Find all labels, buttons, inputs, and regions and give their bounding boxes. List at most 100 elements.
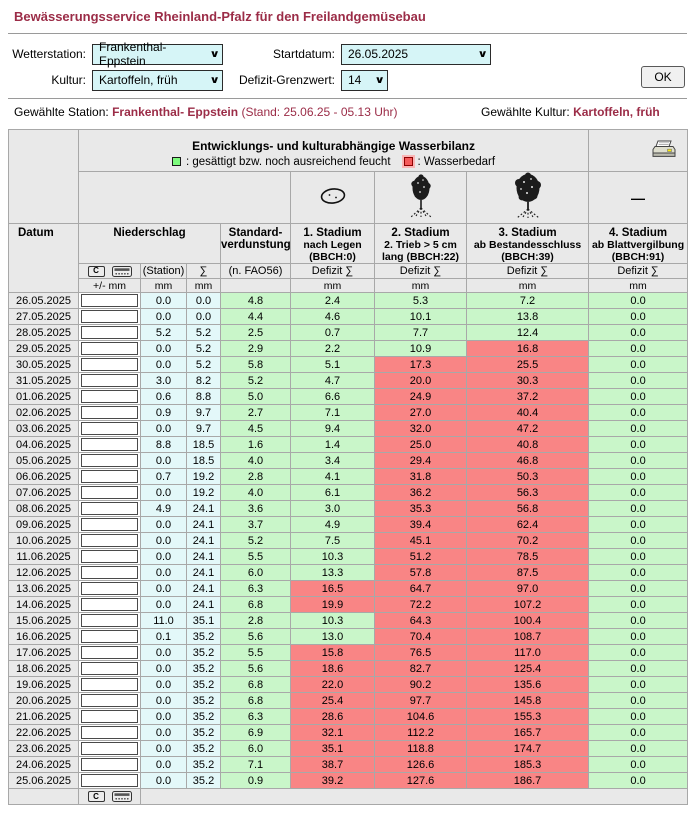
precip-input[interactable]: [81, 694, 138, 707]
precip-input[interactable]: [81, 406, 138, 419]
unit-mm: mm: [140, 278, 187, 293]
keypad-icon[interactable]: [111, 791, 132, 802]
stadium3-deficit: 56.8: [465, 500, 590, 517]
stadium4-deficit: 0.0: [588, 596, 689, 613]
printer-icon[interactable]: [652, 140, 676, 162]
col-header-datum: Datum: [8, 223, 79, 293]
stadium4-deficit: 0.0: [588, 628, 689, 645]
stadium4-dash: —: [588, 171, 689, 224]
precip-input[interactable]: [81, 582, 138, 595]
keypad-icon[interactable]: [111, 265, 132, 277]
precip-sum-value: 8.2: [186, 372, 221, 389]
chevron-down-icon: ∨: [209, 48, 220, 60]
stadium1-deficit: 7.5: [290, 532, 375, 549]
subheader-defizit-3: Defizit ∑: [465, 263, 590, 279]
precip-input[interactable]: [81, 326, 138, 339]
precip-input[interactable]: [81, 454, 138, 467]
station-precip-value: 0.0: [140, 772, 187, 789]
precip-input[interactable]: [81, 374, 138, 387]
stadium2-deficit: 104.6: [374, 708, 467, 725]
precip-input[interactable]: [81, 646, 138, 659]
stadium3-deficit: 185.3: [465, 756, 590, 773]
stadium4-deficit: 0.0: [588, 388, 689, 405]
precip-sum-value: 5.2: [186, 324, 221, 341]
stadium1-deficit: 18.6: [290, 660, 375, 677]
table-row: 12.06.2025 0.0 24.1 6.0 13.3 57.8 87.5 0.0: [8, 564, 689, 581]
precip-input[interactable]: [81, 710, 138, 723]
precip-input[interactable]: [81, 758, 138, 771]
table-row: 23.06.2025 0.0 35.2 6.0 35.1 118.8 174.7 0.0: [8, 740, 689, 757]
precip-input[interactable]: [81, 742, 138, 755]
wetterstation-select[interactable]: Frankenthal- Eppstein ∨: [92, 40, 223, 68]
precip-input[interactable]: [81, 678, 138, 691]
stadium4-deficit: 0.0: [588, 356, 689, 373]
date-cell: 21.06.2025: [8, 708, 79, 725]
unit-mm: mm: [290, 278, 375, 293]
col-header-stadium4: 4. Stadium ab Blattvergilbung (BBCH:91): [588, 223, 689, 264]
stadium3-deficit: 78.5: [465, 548, 590, 565]
ok-button[interactable]: OK: [641, 66, 685, 88]
date-cell: 24.06.2025: [8, 756, 79, 773]
stadium3-deficit: 62.4: [465, 516, 590, 533]
clear-input-button[interactable]: C: [87, 791, 105, 802]
station-precip-value: 8.8: [140, 436, 187, 453]
precip-input[interactable]: [81, 630, 138, 643]
kultur-select[interactable]: Kartoffeln, früh ∨: [92, 69, 223, 91]
precip-input[interactable]: [81, 518, 138, 531]
precip-input[interactable]: [81, 726, 138, 739]
precip-input[interactable]: [81, 342, 138, 355]
precip-input[interactable]: [81, 774, 138, 787]
stadium3-deficit: 100.4: [465, 612, 590, 629]
stadium3-deficit: 13.8: [465, 308, 590, 325]
precip-input[interactable]: [81, 470, 138, 483]
stadium3-deficit: 165.7: [465, 724, 590, 741]
stadium1-deficit: 3.4: [290, 452, 375, 469]
precip-input[interactable]: [81, 390, 138, 403]
stadium4-deficit: 0.0: [588, 452, 689, 469]
precip-sum-value: 19.2: [186, 484, 221, 501]
precip-sum-value: 35.2: [186, 756, 221, 773]
precip-input[interactable]: [81, 438, 138, 451]
stadium4-deficit: 0.0: [588, 548, 689, 565]
date-cell: 08.06.2025: [8, 500, 79, 517]
clear-input-button[interactable]: C: [87, 265, 105, 277]
precip-input[interactable]: [81, 614, 138, 627]
precip-input[interactable]: [81, 486, 138, 499]
precip-input[interactable]: [81, 550, 138, 563]
table-row: 20.06.2025 0.0 35.2 6.8 25.4 97.7 145.8 0.0: [8, 692, 689, 709]
precip-input-cell: [78, 452, 141, 469]
station-precip-value: 0.0: [140, 564, 187, 581]
stadium2-deficit: 76.5: [374, 644, 467, 661]
stadium3-deficit: 25.5: [465, 356, 590, 373]
precip-input[interactable]: [81, 294, 138, 307]
precip-input[interactable]: [81, 310, 138, 323]
evaporation-value: 2.8: [220, 468, 291, 485]
station-precip-value: 0.0: [140, 292, 187, 309]
precip-input[interactable]: [81, 502, 138, 515]
startdatum-select[interactable]: 26.05.2025 ∨: [341, 43, 491, 65]
print-cell: [588, 129, 689, 172]
precip-sum-value: 24.1: [186, 500, 221, 517]
precip-sum-value: 5.2: [186, 340, 221, 357]
date-cell: 12.06.2025: [8, 564, 79, 581]
precip-input[interactable]: [81, 534, 138, 547]
table-row: 27.05.2025 0.0 0.0 4.4 4.6 10.1 13.8 0.0: [8, 308, 689, 325]
evaporation-value: 2.8: [220, 612, 291, 629]
stadium3-deficit: 117.0: [465, 644, 590, 661]
precip-input[interactable]: [81, 566, 138, 579]
stadium1-deficit: 4.9: [290, 516, 375, 533]
date-cell: 28.05.2025: [8, 324, 79, 341]
precip-input[interactable]: [81, 358, 138, 371]
stadium3-deficit: 155.3: [465, 708, 590, 725]
evaporation-value: 4.0: [220, 484, 291, 501]
precip-input[interactable]: [81, 422, 138, 435]
stadium1-deficit: 7.1: [290, 404, 375, 421]
table-row: 28.05.2025 5.2 5.2 2.5 0.7 7.7 12.4 0.0: [8, 324, 689, 341]
defizit-grenzwert-select[interactable]: 14 ∨: [341, 69, 388, 91]
evaporation-value: 6.9: [220, 724, 291, 741]
precip-sum-value: 24.1: [186, 532, 221, 549]
precip-input[interactable]: [81, 598, 138, 611]
date-cell: 25.06.2025: [8, 772, 79, 789]
precip-input[interactable]: [81, 662, 138, 675]
